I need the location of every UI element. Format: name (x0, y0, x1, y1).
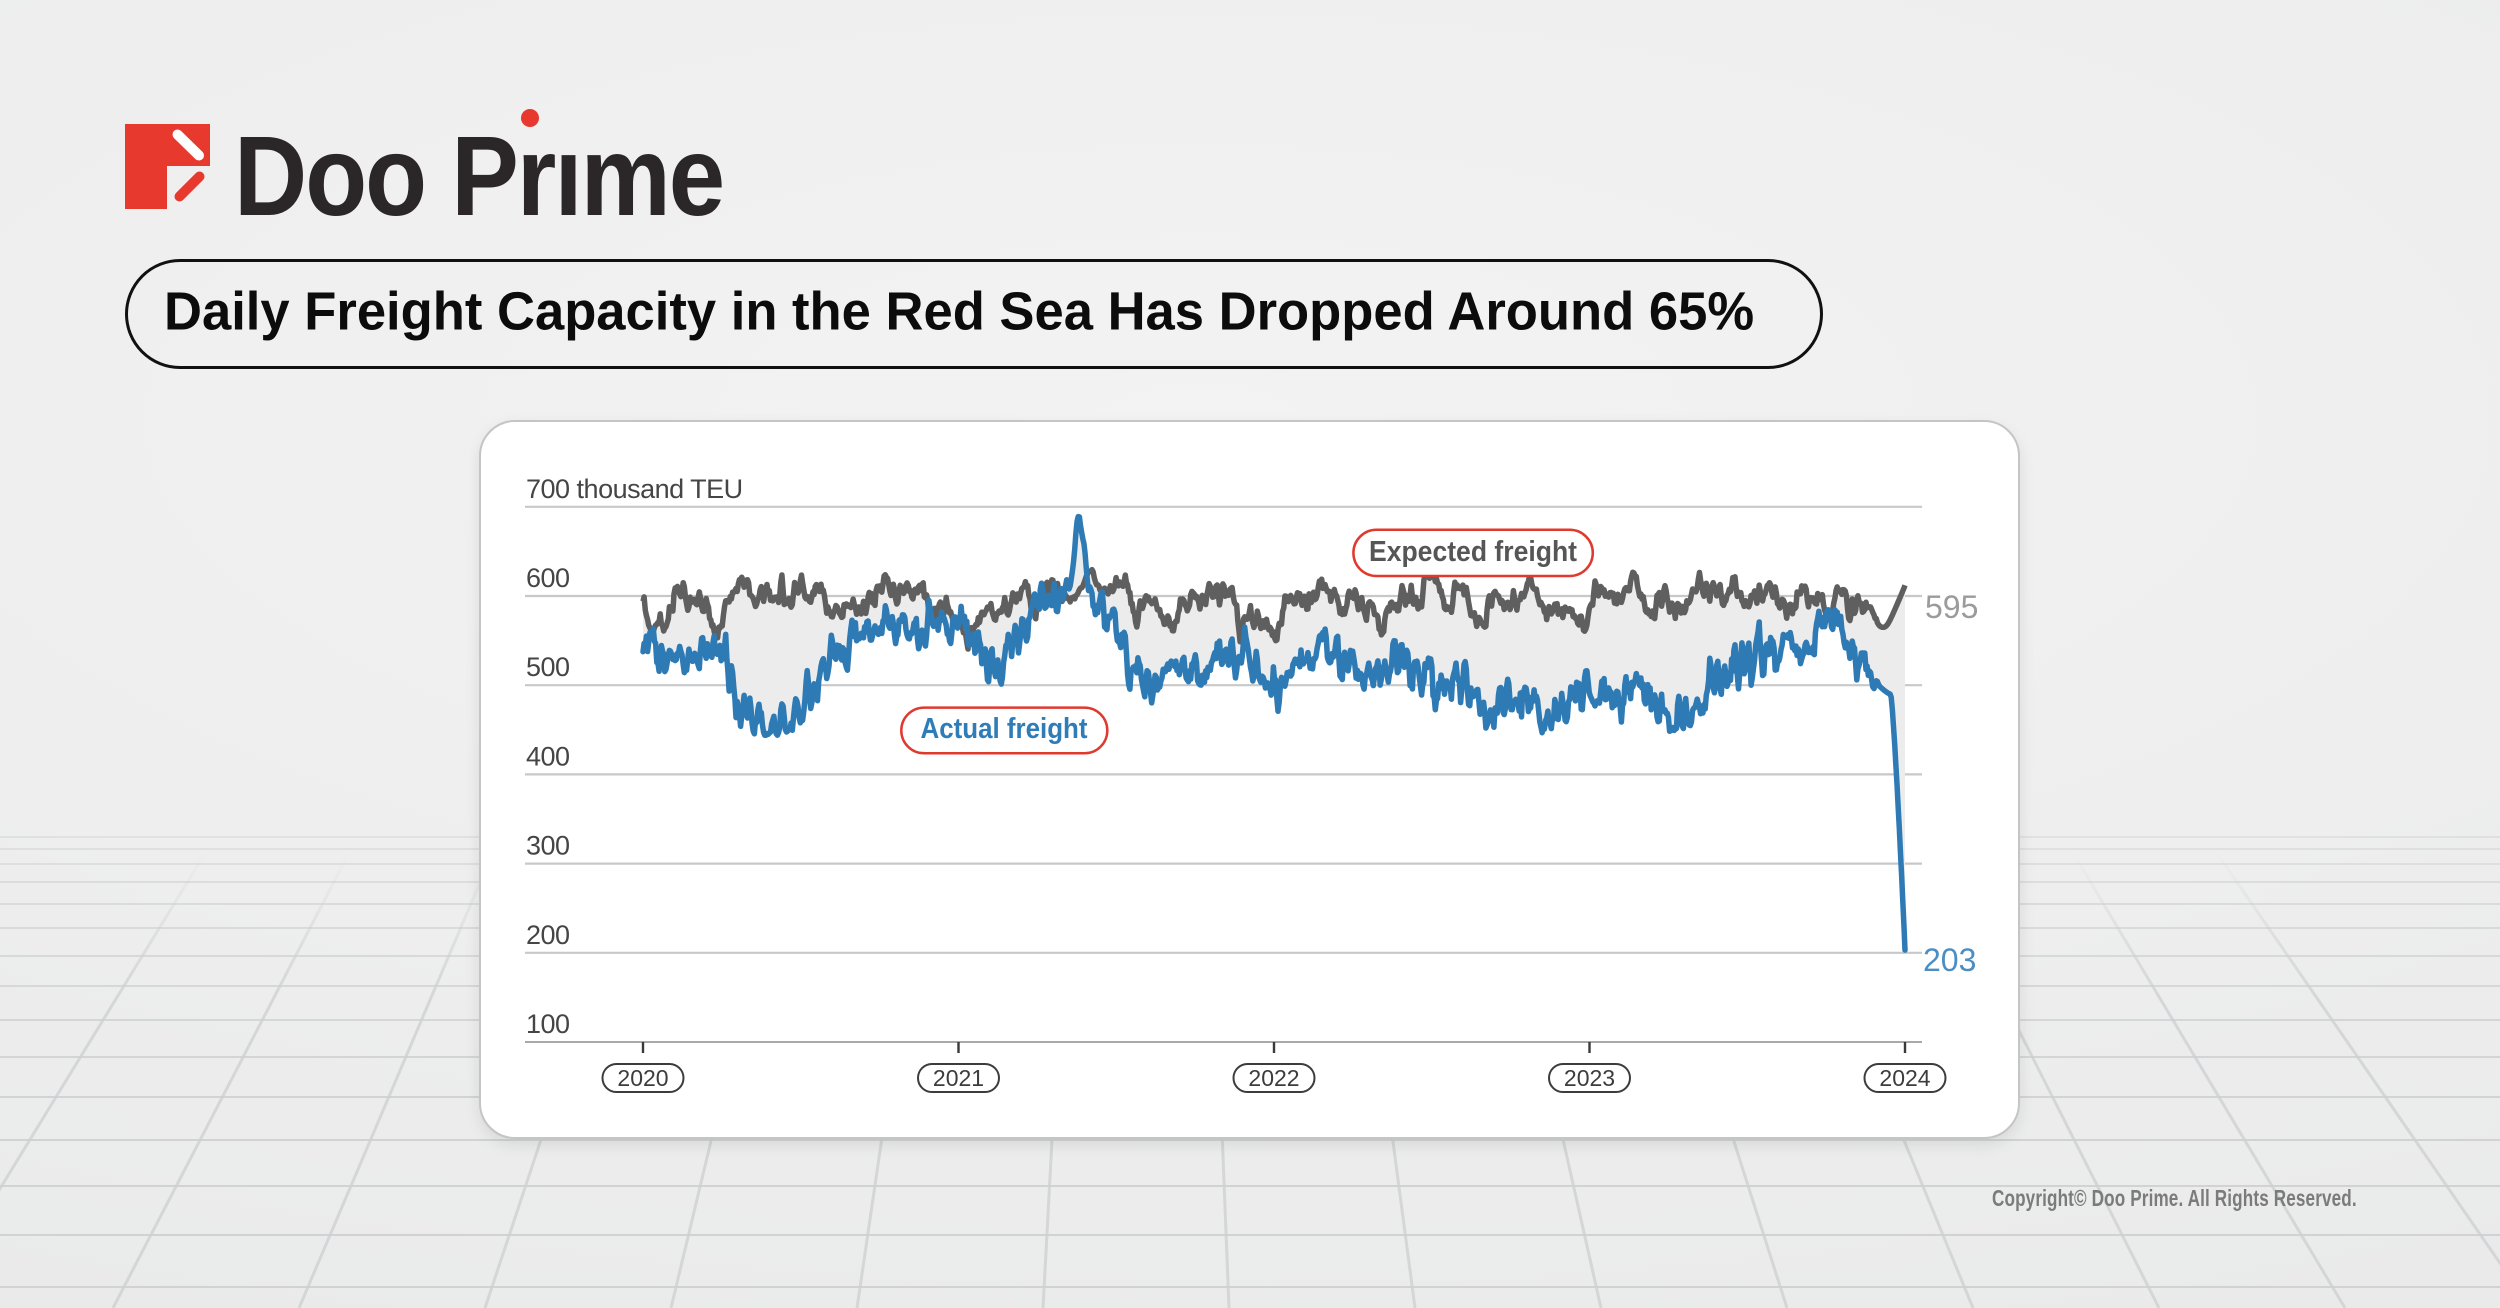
svg-text:500: 500 (526, 652, 570, 682)
svg-text:100: 100 (526, 1009, 570, 1039)
svg-text:Expected freight: Expected freight (1369, 536, 1577, 568)
svg-text:Actual freight: Actual freight (921, 713, 1088, 745)
svg-text:203: 203 (1923, 942, 1976, 978)
svg-text:600: 600 (526, 563, 570, 593)
svg-text:2020: 2020 (617, 1065, 668, 1091)
svg-text:300: 300 (526, 831, 570, 861)
svg-text:2022: 2022 (1248, 1065, 1299, 1091)
svg-text:2023: 2023 (1564, 1065, 1615, 1091)
svg-text:400: 400 (526, 741, 570, 771)
svg-text:2024: 2024 (1879, 1065, 1930, 1091)
svg-text:2021: 2021 (933, 1065, 984, 1091)
svg-text:200: 200 (526, 920, 570, 950)
svg-text:700 thousand TEU: 700 thousand TEU (526, 474, 743, 504)
svg-text:595: 595 (1925, 589, 1978, 625)
